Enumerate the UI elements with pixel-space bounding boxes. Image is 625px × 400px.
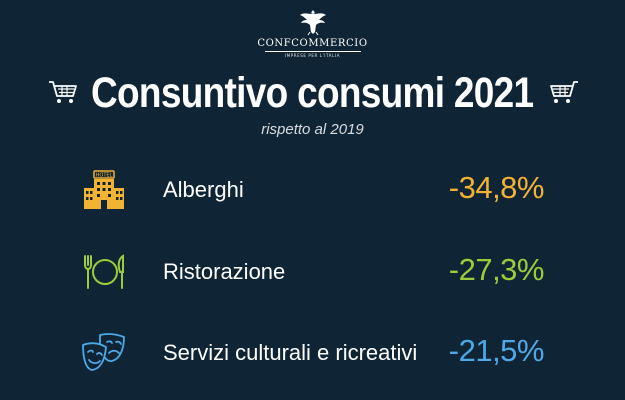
category-value: -27,3% [448, 252, 545, 287]
subtitle: rispetto al 2019 [261, 121, 364, 138]
eagle-emblem-icon [299, 10, 326, 36]
category-value: -21,5% [448, 333, 545, 368]
logo-divider [264, 51, 361, 52]
page-title: Consuntivo consumi 2021 [91, 69, 534, 117]
shopping-cart-icon [49, 81, 77, 103]
category-value: -34,8% [448, 170, 545, 205]
category-label: Servizi culturali e ricreativi [163, 340, 418, 365]
svg-text:HOTEL: HOTEL [96, 173, 113, 179]
shopping-cart-icon [550, 81, 578, 103]
confcommercio-logo: CONFCOMMERCIO IMPRESE PER L'ITALIA [0, 8, 625, 58]
list-item-alberghi: HOTEL Alberghi -34,8% [0, 168, 625, 212]
hotel-icon: HOTEL [84, 170, 124, 209]
brand-name: CONFCOMMERCIO [257, 38, 368, 49]
list-item-ristorazione: Ristorazione -27,3% [0, 250, 625, 294]
title-row: Consuntivo consumi 2021 [0, 66, 625, 120]
category-label: Alberghi [163, 177, 244, 202]
theater-masks-icon [82, 333, 125, 371]
category-label: Ristorazione [163, 259, 286, 284]
fork-plate-knife-icon [84, 254, 124, 289]
brand-tagline: IMPRESE PER L'ITALIA [284, 53, 341, 58]
list-item-servizi-culturali: Servizi culturali e ricreativi -21,5% [0, 331, 625, 375]
